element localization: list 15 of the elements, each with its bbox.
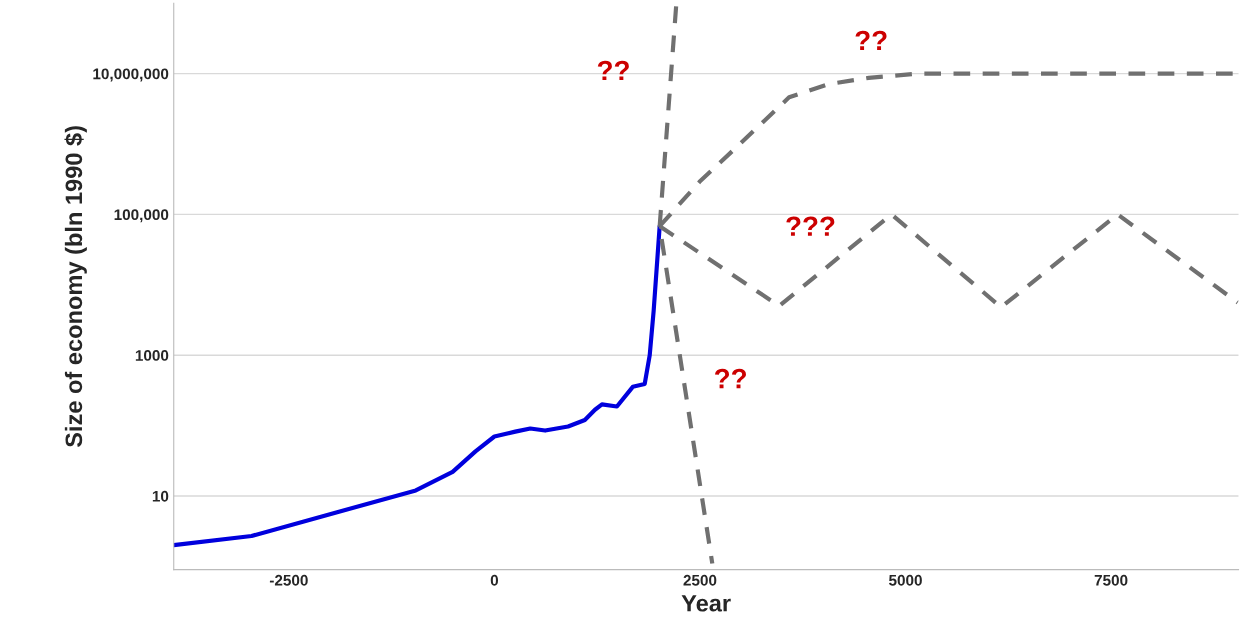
y-tick-label: 1000 [135, 350, 169, 361]
annotation: ?? [597, 60, 629, 81]
y-tick-label: 100,000 [114, 209, 169, 223]
x-tick-label: -2500 [269, 574, 308, 586]
y-tick-label: 10 [152, 490, 169, 502]
x-axis-title: Year [681, 595, 731, 612]
y-tick-label: 10,000,000 [93, 68, 169, 82]
x-tick-label: 0 [490, 574, 499, 586]
annotation: ??? [786, 216, 835, 236]
y-axis-title: Size of economy (bln 1990 $) [64, 126, 87, 448]
x-tick-label: 2500 [683, 574, 717, 586]
annotation: ?? [714, 368, 746, 389]
annotation: ?? [855, 30, 887, 51]
x-tick-label: 5000 [889, 574, 922, 586]
x-tick-label: 7500 [1094, 574, 1128, 586]
